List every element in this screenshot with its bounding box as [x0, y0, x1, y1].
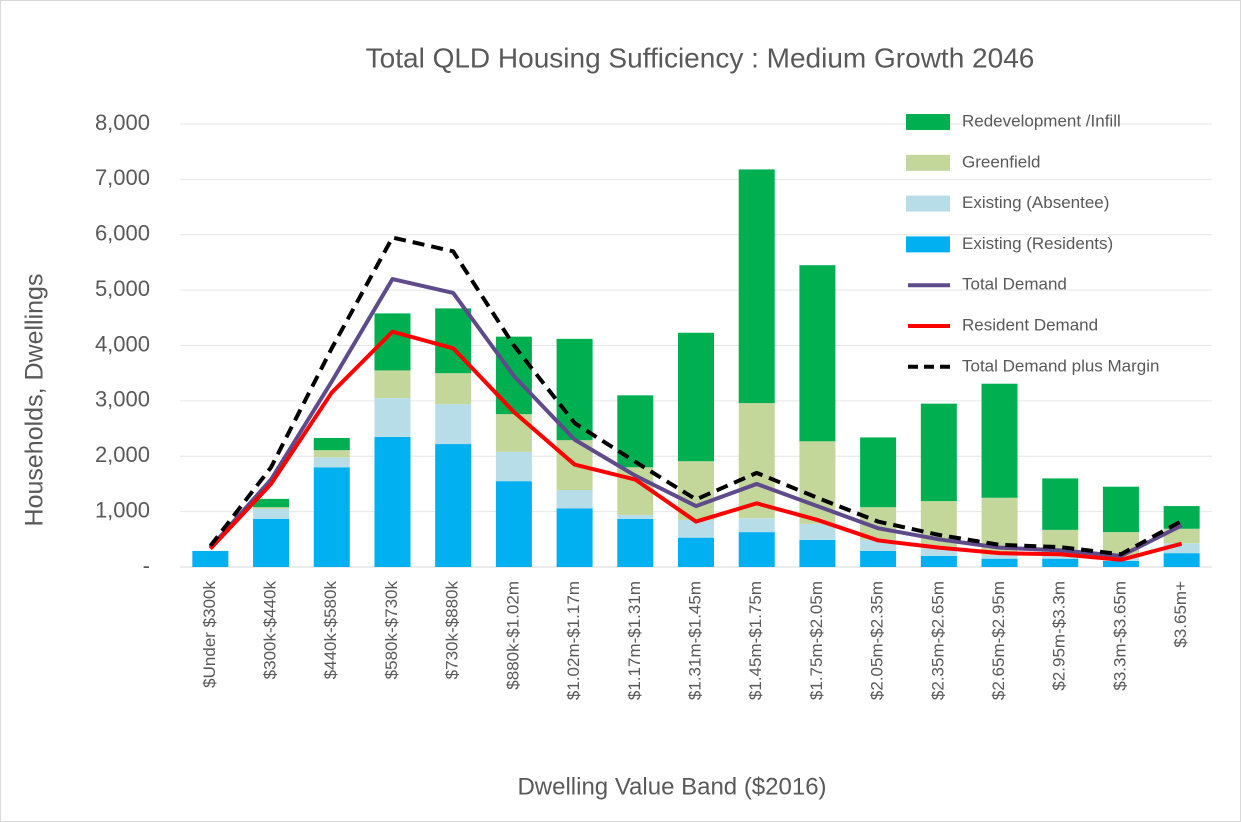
- legend-label: Greenfield: [962, 152, 1040, 171]
- legend-label: Existing (Residents): [962, 234, 1113, 253]
- bar-segment: [920, 548, 957, 556]
- x-tick-label: $2.95m-$3.3m: [1050, 581, 1069, 691]
- bar-segment: [253, 518, 290, 567]
- x-tick-label: $1.31m-$1.45m: [685, 581, 704, 700]
- bar-segment: [435, 373, 472, 405]
- bar-segment: [738, 169, 775, 404]
- bar-segment: [313, 467, 350, 567]
- legend-swatch: [906, 114, 950, 130]
- bar-segment: [313, 437, 350, 451]
- x-tick-label: $1.45m-$1.75m: [746, 581, 765, 700]
- bar-segment: [920, 555, 957, 567]
- legend-label: Redevelopment /Infill: [962, 111, 1121, 130]
- x-tick-label: $580k-$730k: [382, 581, 401, 680]
- bar-segment: [738, 403, 775, 519]
- bar-segment: [1042, 558, 1079, 567]
- x-tick-label: $300k-$440k: [261, 581, 280, 680]
- bar-segment: [981, 383, 1018, 498]
- bar-segment: [1042, 478, 1079, 530]
- y-tick-label: 2,000: [95, 442, 150, 467]
- y-axis-label: Households, Dwellings: [21, 274, 49, 527]
- x-tick-label: $3.65m+: [1171, 581, 1190, 648]
- bar-segment: [495, 451, 532, 482]
- bar-segment: [738, 518, 775, 533]
- legend-swatch: [906, 154, 950, 171]
- bar-segment: [860, 550, 897, 567]
- bar-segment: [678, 332, 714, 462]
- bar-segment: [799, 523, 836, 540]
- y-tick-label: 3,000: [95, 387, 150, 412]
- bar-segment: [313, 457, 350, 468]
- bar-segment: [1163, 528, 1200, 544]
- bar-segment: [495, 414, 532, 452]
- legend-label: Resident Demand: [962, 315, 1098, 334]
- chart-title: Total QLD Housing Sufficiency : Medium G…: [366, 42, 1035, 73]
- bar-segment: [556, 508, 593, 567]
- bar-segment: [192, 550, 229, 567]
- bar-segment: [374, 370, 411, 399]
- y-tick-label: 6,000: [95, 221, 150, 246]
- y-tick-label: 4,000: [95, 331, 150, 356]
- bar-segment: [860, 437, 897, 508]
- y-tick-label: 8,000: [95, 110, 150, 135]
- bar-segment: [678, 519, 714, 538]
- bar-segment: [799, 265, 836, 442]
- bar-segment: [981, 558, 1018, 567]
- x-tick-label: $880k-$1.02m: [503, 581, 522, 690]
- y-tick-label: -: [143, 553, 150, 578]
- x-tick-label: $1.17m-$1.31m: [625, 581, 644, 700]
- x-tick-label: $2.65m-$2.95m: [989, 581, 1008, 700]
- legend-swatch: [906, 195, 950, 212]
- x-tick-label: $2.35m-$2.65m: [928, 581, 947, 700]
- bar-segment: [1042, 554, 1079, 559]
- bar-segment: [313, 450, 350, 458]
- bar-segment: [1163, 553, 1200, 567]
- legend-label: Total Demand: [962, 275, 1067, 294]
- x-tick-label: $440k-$580k: [321, 581, 340, 680]
- legend-swatch: [906, 236, 950, 253]
- x-tick-label: $1.75m-$2.05m: [807, 581, 826, 700]
- x-tick-label: $3.3m-$3.65m: [1110, 581, 1129, 691]
- y-tick-label: 7,000: [95, 165, 150, 190]
- bar-segment: [556, 490, 593, 509]
- bar-segment: [1163, 506, 1200, 529]
- y-tick-label: 1,000: [95, 497, 150, 522]
- bar-segment: [860, 539, 897, 551]
- bar-segment: [738, 532, 775, 567]
- line-series: [208, 329, 1183, 562]
- bar-segment: [678, 537, 714, 567]
- bar-segment: [617, 395, 654, 468]
- bar-segment: [435, 444, 472, 567]
- bar-segment: [495, 481, 532, 567]
- bar-segment: [799, 539, 836, 567]
- x-tick-label: $1.02m-$1.17m: [564, 581, 583, 700]
- bar-segment: [374, 436, 411, 567]
- legend-label: Total Demand plus Margin: [962, 356, 1159, 375]
- bar-segment: [981, 554, 1018, 559]
- bar-segment: [253, 498, 290, 508]
- bar-segment: [253, 508, 290, 519]
- x-tick-label: $730k-$880k: [443, 581, 462, 680]
- x-tick-label: $Under $300k: [200, 581, 219, 688]
- bar-segment: [617, 518, 654, 567]
- bar-segment: [1163, 543, 1200, 554]
- bar-segment: [1102, 560, 1139, 567]
- x-axis-label: Dwelling Value Band ($2016): [517, 773, 826, 800]
- bar-segment: [435, 404, 472, 445]
- y-tick-label: 5,000: [95, 276, 150, 301]
- bar-segment: [1102, 486, 1139, 533]
- bar-segment: [617, 514, 654, 519]
- x-tick-label: $2.05m-$2.35m: [868, 581, 887, 700]
- bar-segment: [920, 403, 957, 502]
- bar-segment: [374, 398, 411, 437]
- bar-segment: [253, 507, 290, 509]
- line-series: [208, 277, 1183, 558]
- legend-label: Existing (Absentee): [962, 193, 1109, 212]
